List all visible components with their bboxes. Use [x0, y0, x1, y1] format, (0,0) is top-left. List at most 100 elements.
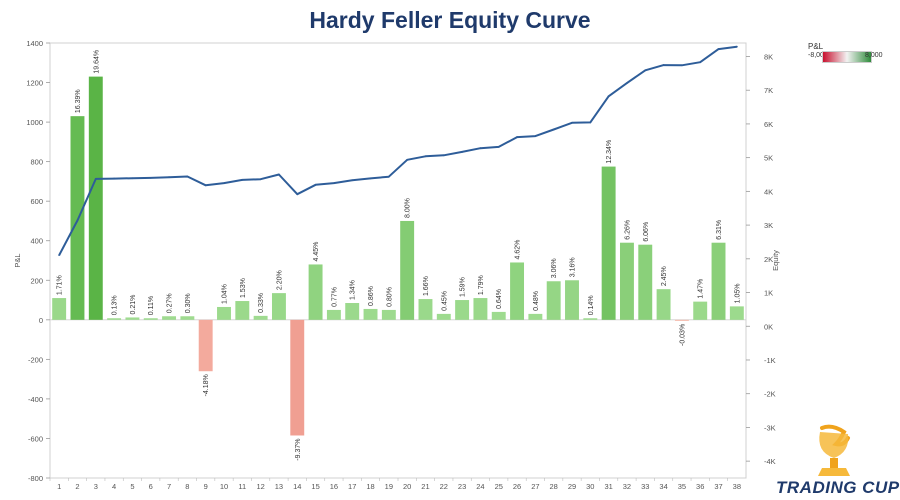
equity-point: [479, 147, 482, 150]
equity-point: [699, 61, 702, 64]
x-tick-label: 17: [348, 482, 356, 491]
x-tick-label: 34: [659, 482, 667, 491]
x-tick-label: 26: [513, 482, 521, 491]
equity-point: [369, 177, 372, 180]
bar-pct-label: 0.27%: [167, 293, 174, 313]
bar-pct-label: 16.39%: [75, 89, 82, 113]
x-tick-label: 18: [366, 482, 374, 491]
bar-pct-label: 4.62%: [515, 240, 522, 260]
trading-cup-logo: TRADING CUP: [770, 422, 900, 498]
bar-labels: 1.71% 16.39% 19.64% 0.13% 0.21% 0.11% 0.27% 0.3…: [57, 50, 742, 461]
right-tick-label: 3K: [764, 221, 773, 230]
bar-pct-label: 6.31%: [716, 220, 723, 240]
left-tick-label: 600: [30, 197, 43, 206]
left-tick-label: 800: [30, 158, 43, 167]
left-tick-label: -600: [28, 434, 43, 443]
x-tick-label: 14: [293, 482, 301, 491]
equity-point: [351, 179, 354, 182]
x-tick-label: 12: [256, 482, 264, 491]
x-tick-label: 25: [495, 482, 503, 491]
right-tick-label: 8K: [764, 52, 773, 61]
right-tick-label: 0K: [764, 322, 773, 331]
bar-pct-label: 1.04%: [222, 284, 229, 304]
pnl-bar: [619, 242, 634, 320]
bar-pct-label: 0.48%: [533, 291, 540, 311]
x-tick-label: 16: [330, 482, 338, 491]
equity-point: [314, 183, 317, 186]
left-axis-title: P&L: [13, 253, 22, 267]
bar-pct-label: 4.45%: [313, 242, 320, 262]
bar-pct-label: 1.79%: [478, 275, 485, 295]
pnl-bar: [162, 316, 177, 320]
pnl-bar: [198, 319, 213, 372]
pnl-bar: [510, 262, 525, 320]
pnl-bar: [363, 308, 378, 320]
bar-pct-label: 8.00%: [405, 198, 412, 218]
pnl-bar: [674, 319, 689, 321]
bar-pct-label: 0.45%: [441, 291, 448, 311]
x-tick-label: 7: [167, 482, 171, 491]
equity-point: [241, 179, 244, 181]
pnl-bar: [656, 289, 671, 320]
equity-point: [534, 135, 537, 137]
pnl-bar: [143, 318, 158, 320]
bar-pct-label: 3.16%: [570, 257, 577, 277]
x-tick-label: 33: [641, 482, 649, 491]
bar-pct-label: 6.26%: [624, 220, 631, 240]
axes: 1400 1200 1000 800 600 400 200 0 -200 -400 -600 -80…: [13, 39, 780, 491]
x-tick-label: 5: [130, 482, 134, 491]
equity-point: [589, 121, 592, 124]
pnl-bar: [546, 281, 561, 320]
equity-point: [461, 151, 464, 153]
pnl-bar: [528, 313, 543, 320]
equity-point: [58, 254, 61, 257]
equity-point: [552, 128, 555, 131]
right-tick-label: 6K: [764, 120, 773, 129]
x-tick-label: 29: [568, 482, 576, 491]
legend-gradient: [822, 51, 872, 63]
equity-point: [387, 175, 390, 178]
bar-pct-label: 1.66%: [423, 276, 430, 296]
equity-point: [278, 173, 280, 176]
bar-pct-label: 0.80%: [386, 287, 393, 307]
logo-text: TRADING CUP: [776, 478, 900, 497]
x-tick-label: 4: [112, 482, 116, 491]
pnl-bar: [711, 242, 726, 320]
pnl-bar: [290, 319, 305, 436]
equity-point: [149, 176, 152, 179]
bar-pct-label: 1.05%: [734, 284, 741, 304]
legend-min-label: -8,000: [808, 52, 828, 59]
x-tick-label: 19: [385, 482, 393, 491]
equity-point: [626, 82, 628, 85]
equity-point: [424, 155, 427, 158]
bar-pct-label: 0.77%: [331, 287, 338, 307]
pnl-bar: [125, 317, 140, 320]
x-tick-label: 36: [696, 482, 704, 491]
pnl-bar: [491, 311, 506, 320]
bar-pct-label: 0.21%: [130, 295, 137, 315]
x-tick-label: 6: [149, 482, 153, 491]
x-tick-label: 31: [604, 482, 612, 491]
bar-pct-label: 3.06%: [551, 258, 558, 278]
equity-point: [717, 48, 720, 50]
right-tick-label: 2K: [764, 255, 773, 264]
bar-pct-label: 2.45%: [661, 266, 668, 286]
bar-pct-label: 0.14%: [588, 295, 595, 315]
bar-pct-label: 1.47%: [698, 279, 705, 299]
pnl-bar: [180, 316, 195, 320]
x-tick-label: 10: [220, 482, 228, 491]
bar-pct-label: 1.59%: [460, 277, 467, 297]
pnl-bar: [455, 300, 470, 320]
equity-point: [76, 219, 79, 222]
x-tick-label: 1: [57, 482, 61, 491]
x-tick-label: 28: [550, 482, 558, 491]
equity-point: [204, 184, 207, 187]
bar-pct-label: -9.37%: [295, 438, 302, 460]
x-tick-label: 23: [458, 482, 466, 491]
bar-pct-label: 0.33%: [258, 293, 265, 313]
equity-point: [186, 175, 189, 178]
pnl-bar: [565, 280, 579, 320]
x-tick-label: 38: [733, 482, 741, 491]
pnl-bar: [345, 303, 360, 320]
trophy-icon: [818, 424, 850, 476]
